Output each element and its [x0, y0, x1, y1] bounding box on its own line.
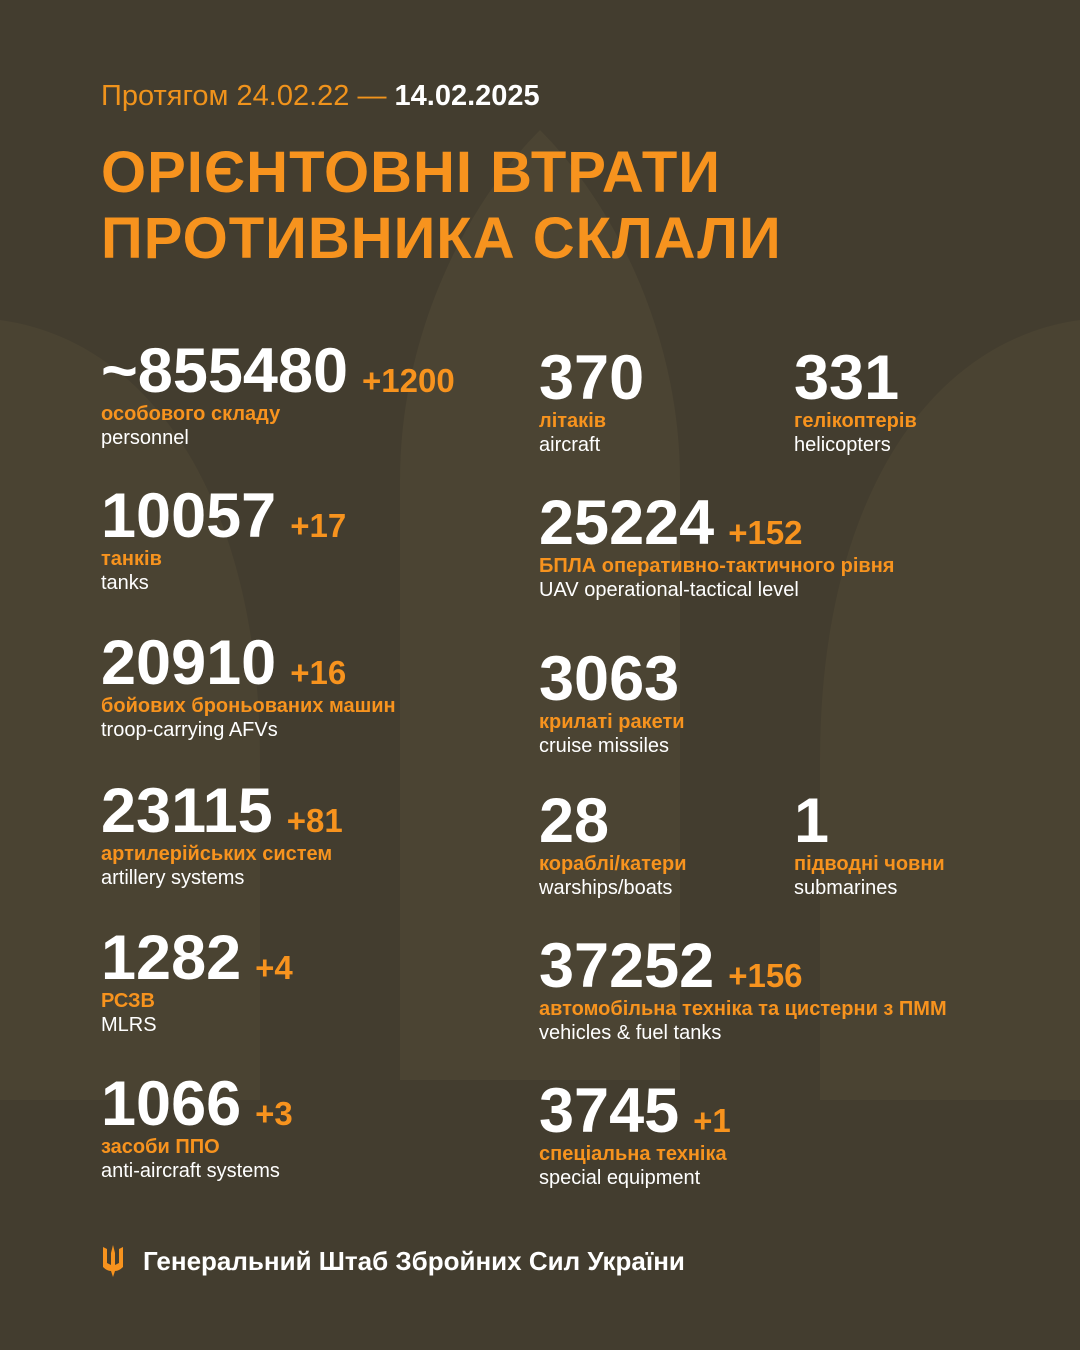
stat-value: 23115	[101, 776, 273, 846]
stat-uav-operational-tactical-level: 25224 +152 БПЛА оперативно-тактичного рівн…	[539, 492, 894, 603]
stat-label-en: personnel	[101, 427, 189, 449]
stat-label-en: troop-carrying AFVs	[101, 719, 278, 741]
period: Протягом 24.02.22 — 14.02.2025	[101, 80, 540, 112]
stat-value: ~855480	[101, 336, 349, 406]
stat-label-en: submarines	[794, 877, 898, 899]
stat-personnel: ~855480 +1200 особового складу personnel	[101, 340, 455, 451]
stat-vehicles-fuel-tanks: 37252 +156 автомобільна техніка та цистерн…	[539, 935, 947, 1046]
page-title: ОРІЄНТОВНІ ВТРАТИ ПРОТИВНИКА СКЛАЛИ	[101, 140, 782, 271]
trident-icon	[103, 1245, 123, 1277]
stat-delta: +156	[728, 957, 803, 994]
stat-label-en: cruise missiles	[539, 735, 670, 757]
stat-label-en: anti-aircraft systems	[101, 1160, 280, 1182]
stat-label-en: helicopters	[794, 434, 891, 456]
stat-anti-aircraft-systems: 1066 +3 засоби ППО anti-aircraft systems	[101, 1073, 293, 1184]
stat-value: 20910	[101, 628, 277, 698]
stat-value: 3745	[539, 1076, 680, 1146]
stat-label-en: UAV operational-tactical level	[539, 579, 799, 601]
stat-label-ua: танків	[101, 548, 162, 570]
stat-label-ua: засоби ППО	[101, 1136, 220, 1158]
stat-label-ua: кораблі/катери	[539, 853, 687, 875]
stat-label-en: special equipment	[539, 1167, 701, 1189]
stat-label-ua: артилерійських систем	[101, 843, 333, 865]
stat-value: 370	[539, 343, 645, 413]
stat-helicopters: 331 гелікоптерів helicopters	[794, 347, 917, 458]
stat-label-ua: бойових броньованих машин	[101, 695, 396, 717]
stat-value: 1282	[101, 923, 242, 993]
stat-delta: +81	[286, 802, 343, 839]
stat-delta: +17	[290, 507, 347, 544]
footer: Генеральний Штаб Збройних Сил України	[101, 1245, 685, 1277]
stat-delta: +152	[728, 514, 803, 551]
stat-value: 37252	[539, 931, 715, 1001]
stat-troop-carrying-afvs: 20910 +16 бойових броньованих машин troop-c…	[101, 632, 396, 743]
stat-label-ua: РСЗВ	[101, 990, 155, 1012]
stat-delta: +4	[255, 949, 293, 986]
stat-delta: +1200	[362, 362, 455, 399]
stat-label-en: vehicles & fuel tanks	[539, 1022, 722, 1044]
stat-value: 10057	[101, 481, 277, 551]
stat-tanks: 10057 +17 танків tanks	[101, 485, 346, 596]
stat-label-ua: підводні човни	[794, 853, 945, 875]
stat-warships-boats: 28 кораблі/катери warships/boats	[539, 790, 687, 901]
stat-delta: +16	[290, 654, 347, 691]
stat-delta: +1	[693, 1102, 731, 1139]
stat-value: 3063	[539, 644, 680, 714]
stat-aircraft: 370 літаків aircraft	[539, 347, 644, 458]
stat-label-en: aircraft	[539, 434, 601, 456]
stat-value: 25224	[539, 488, 715, 558]
stat-label-ua: спеціальна техніка	[539, 1143, 727, 1165]
stat-special-equipment: 3745 +1 спеціальна техніка special equipmen…	[539, 1080, 731, 1191]
stat-label-en: warships/boats	[539, 877, 673, 899]
stat-value: 1	[794, 786, 830, 856]
stat-mlrs: 1282 +4 РСЗВ MLRS	[101, 927, 293, 1038]
stat-label-en: tanks	[101, 572, 149, 594]
stat-artillery-systems: 23115 +81 артилерійських систем artillery s…	[101, 780, 343, 891]
stat-label-ua: автомобільна техніка та цистерни з ПММ	[539, 998, 947, 1020]
stat-label-en: artillery systems	[101, 867, 245, 889]
stat-label-ua: крилаті ракети	[539, 711, 685, 733]
stat-delta: +3	[255, 1095, 293, 1132]
stat-label-ua: гелікоптерів	[794, 410, 917, 432]
stat-value: 331	[794, 343, 900, 413]
stat-cruise-missiles: 3063 крилаті ракети cruise missiles	[539, 648, 685, 759]
stat-submarines: 1 підводні човни submarines	[794, 790, 945, 901]
stat-label-ua: БПЛА оперативно-тактичного рівня	[539, 555, 895, 577]
stat-label-ua: особового складу	[101, 403, 281, 425]
stat-value: 1066	[101, 1069, 242, 1139]
stat-label-en: MLRS	[101, 1014, 157, 1036]
stat-value: 28	[539, 786, 610, 856]
stat-label-ua: літаків	[539, 410, 607, 432]
